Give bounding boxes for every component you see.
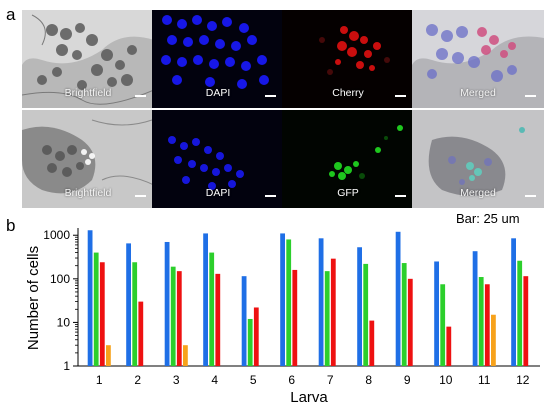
panel-b-letter: b xyxy=(6,216,16,235)
bar xyxy=(491,314,496,366)
tile-label: GFP xyxy=(337,187,359,199)
bar xyxy=(523,276,529,366)
y-tick-label: 10 xyxy=(57,315,71,329)
scale-bar xyxy=(395,95,406,97)
scale-bar xyxy=(265,195,276,197)
scale-bar-note: Bar: 25 um xyxy=(456,211,520,226)
dapi-micrograph xyxy=(152,110,284,208)
bar xyxy=(357,247,362,366)
x-tick-label: 4 xyxy=(211,373,218,387)
panel-a-letter: a xyxy=(6,5,16,24)
bar xyxy=(434,261,439,366)
bar xyxy=(446,326,452,366)
bar xyxy=(280,233,285,366)
scale-bar xyxy=(525,195,536,197)
x-tick-label: 5 xyxy=(250,373,257,387)
x-tick-label: 6 xyxy=(288,373,295,387)
bar xyxy=(407,278,413,366)
bar xyxy=(93,252,99,366)
bar xyxy=(215,273,221,366)
x-tick-label: 8 xyxy=(365,373,372,387)
bar xyxy=(132,262,138,366)
bar xyxy=(106,345,111,366)
gfp-image-row2: GFP xyxy=(282,110,414,208)
bar xyxy=(164,241,170,366)
brightfield-image-row2: Brightfield xyxy=(22,110,154,208)
bar xyxy=(324,271,330,366)
tile-label: Brightfield xyxy=(64,87,112,99)
y-tick-labels: 1 10 100 1000 xyxy=(43,228,70,373)
cherry-micrograph xyxy=(282,10,414,108)
bar xyxy=(369,320,375,366)
x-tick-labels: 1 2 3 4 5 6 7 8 9 10 11 12 xyxy=(96,373,530,387)
brightfield-image-row1: Brightfield xyxy=(22,10,154,108)
bar xyxy=(318,238,324,366)
y-axis-label: Number of cells xyxy=(25,246,42,350)
bar xyxy=(363,263,369,366)
x-tick-label: 10 xyxy=(439,373,453,387)
bar xyxy=(209,252,215,366)
chart-axes xyxy=(73,228,540,367)
y-tick-label: 1 xyxy=(63,359,70,373)
x-tick-label: 2 xyxy=(134,373,141,387)
bar xyxy=(138,301,144,366)
x-tick-label: 12 xyxy=(516,373,530,387)
tile-label: DAPI xyxy=(205,187,231,199)
bar xyxy=(176,271,182,366)
x-axis-label: Larva xyxy=(290,389,328,406)
bar xyxy=(292,269,298,366)
bar xyxy=(183,345,188,366)
bar xyxy=(330,258,336,366)
tile-label: Brightfield xyxy=(64,187,112,199)
scale-bar xyxy=(135,95,146,97)
bar xyxy=(87,230,93,366)
bar xyxy=(126,243,131,366)
scale-bar xyxy=(395,195,406,197)
tile-label: DAPI xyxy=(205,87,231,99)
bar xyxy=(440,284,446,366)
tile-label: Cherry xyxy=(332,87,364,99)
bar xyxy=(401,263,407,366)
brightfield-micrograph xyxy=(22,10,154,108)
y-tick-label: 100 xyxy=(50,272,70,286)
dapi-image-row2: DAPI xyxy=(152,110,284,208)
bar xyxy=(203,233,208,366)
bar xyxy=(247,318,253,366)
tile-label: Merged xyxy=(460,187,496,199)
merged-micrograph xyxy=(412,10,544,108)
bar xyxy=(286,239,292,366)
dapi-micrograph xyxy=(152,10,284,108)
bar xyxy=(517,260,523,366)
bar xyxy=(99,262,105,366)
bar xyxy=(170,266,176,366)
chart-bars xyxy=(87,230,529,366)
bar xyxy=(241,276,247,366)
x-tick-label: 3 xyxy=(173,373,180,387)
scale-bar xyxy=(525,95,536,97)
bar xyxy=(511,238,516,366)
scale-bar xyxy=(135,195,146,197)
bar xyxy=(395,231,401,366)
merged-image-row2: Merged xyxy=(412,110,544,208)
x-tick-label: 7 xyxy=(327,373,334,387)
merged-micrograph xyxy=(412,110,544,208)
bar xyxy=(253,307,259,366)
cherry-image-row1: Cherry xyxy=(282,10,414,108)
scale-bar xyxy=(265,95,276,97)
x-tick-label: 1 xyxy=(96,373,103,387)
bar xyxy=(478,277,484,366)
merged-image-row1: Merged xyxy=(412,10,544,108)
dapi-image-row1: DAPI xyxy=(152,10,284,108)
x-tick-label: 11 xyxy=(478,373,491,387)
x-tick-label: 9 xyxy=(404,373,411,387)
brightfield-micrograph xyxy=(22,110,154,208)
tile-label: Merged xyxy=(460,87,496,99)
bar xyxy=(484,284,490,366)
bar xyxy=(472,251,478,366)
gfp-micrograph xyxy=(282,110,414,208)
y-tick-label: 1000 xyxy=(43,228,70,242)
